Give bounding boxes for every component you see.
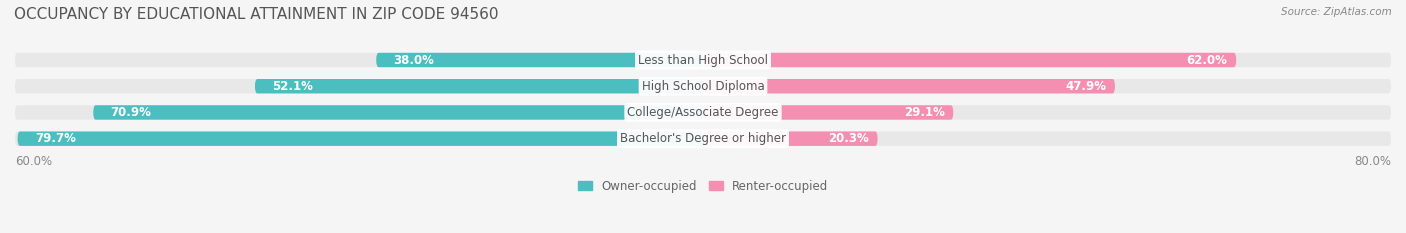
Text: OCCUPANCY BY EDUCATIONAL ATTAINMENT IN ZIP CODE 94560: OCCUPANCY BY EDUCATIONAL ATTAINMENT IN Z…: [14, 7, 499, 22]
Text: 52.1%: 52.1%: [273, 80, 314, 93]
Text: 29.1%: 29.1%: [904, 106, 945, 119]
FancyBboxPatch shape: [703, 131, 877, 146]
FancyBboxPatch shape: [703, 105, 953, 120]
Text: Bachelor's Degree or higher: Bachelor's Degree or higher: [620, 132, 786, 145]
Text: High School Diploma: High School Diploma: [641, 80, 765, 93]
Text: 70.9%: 70.9%: [111, 106, 152, 119]
FancyBboxPatch shape: [15, 105, 1391, 120]
FancyBboxPatch shape: [93, 105, 703, 120]
Text: 62.0%: 62.0%: [1187, 54, 1227, 66]
Text: 38.0%: 38.0%: [394, 54, 434, 66]
Text: 60.0%: 60.0%: [15, 155, 52, 168]
FancyBboxPatch shape: [15, 79, 1391, 93]
Text: 47.9%: 47.9%: [1066, 80, 1107, 93]
Text: 80.0%: 80.0%: [1354, 155, 1391, 168]
FancyBboxPatch shape: [703, 79, 1115, 93]
FancyBboxPatch shape: [254, 79, 703, 93]
FancyBboxPatch shape: [15, 53, 1391, 67]
Text: Less than High School: Less than High School: [638, 54, 768, 66]
Text: 20.3%: 20.3%: [828, 132, 869, 145]
Text: Source: ZipAtlas.com: Source: ZipAtlas.com: [1281, 7, 1392, 17]
Text: 79.7%: 79.7%: [35, 132, 76, 145]
Legend: Owner-occupied, Renter-occupied: Owner-occupied, Renter-occupied: [578, 180, 828, 193]
FancyBboxPatch shape: [15, 131, 1391, 146]
Text: College/Associate Degree: College/Associate Degree: [627, 106, 779, 119]
FancyBboxPatch shape: [703, 53, 1236, 67]
FancyBboxPatch shape: [377, 53, 703, 67]
FancyBboxPatch shape: [18, 131, 703, 146]
